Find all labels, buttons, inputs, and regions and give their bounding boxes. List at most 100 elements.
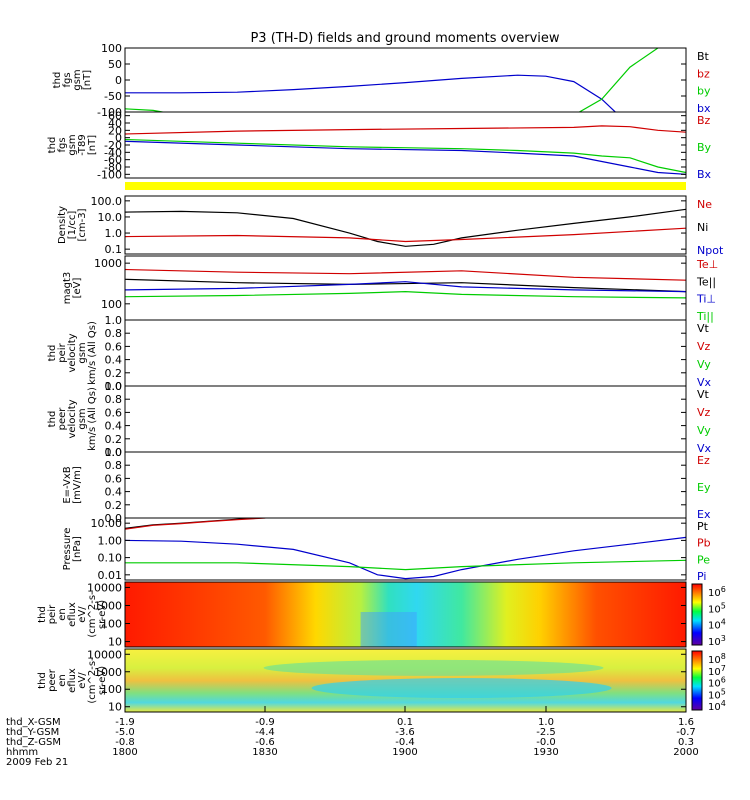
- y-axis-label: velocity: [67, 333, 78, 372]
- x-tick-label: 0.1: [397, 717, 413, 728]
- y-axis-label: peir: [47, 604, 58, 624]
- y-tick-label: 0.0: [105, 446, 123, 459]
- y-tick-label: -100: [97, 106, 122, 119]
- y-tick-label: 10: [108, 701, 122, 714]
- status-bar: [125, 182, 686, 190]
- legend-Pe: Pe: [697, 553, 710, 566]
- colorbar-tick: 103: [708, 634, 726, 648]
- y-tick-label: 50: [108, 58, 122, 71]
- y-tick-label: 0.6: [105, 472, 123, 485]
- x-tick-label: -0.4: [395, 737, 415, 748]
- y-tick-label: 0.0: [105, 380, 123, 393]
- colorbar-tick: 104: [708, 699, 726, 713]
- legend-by: by: [697, 85, 711, 98]
- series-Te-panel-4: [125, 268, 686, 281]
- legend-Ti: Ti⊥: [696, 293, 716, 306]
- y-axis-label: eflux: [67, 602, 78, 627]
- series-by-panel-1: [125, 48, 659, 112]
- x-tick-label: -0.6: [255, 737, 275, 748]
- y-axis-label: km/s (All Qs): [87, 387, 98, 451]
- y-tick-label: 1000: [94, 599, 122, 612]
- panel-frame: [124, 319, 687, 387]
- legend-Bz: Bz: [697, 114, 711, 127]
- y-tick-label: 100: [101, 42, 122, 55]
- colorbar-tick: 106: [708, 585, 726, 599]
- x-tick-label: -3.6: [395, 727, 415, 738]
- panel-frame: [124, 581, 687, 648]
- legend-By: By: [697, 141, 712, 154]
- panel-8: 10.00 1.00 0.10 0.01 Pressure [nPa] Pt Pb Pe Pi: [62, 517, 711, 583]
- y-axis-label: [nPa]: [72, 536, 83, 562]
- y-axis-label: eV/: [77, 606, 88, 623]
- y-tick-label: 0.1: [105, 243, 123, 256]
- ion-spectrogram-core: [360, 612, 417, 647]
- panel-10: 10000 1000 100 10 thd peer en eflux eV/(cm^2-s-s…: [37, 648, 726, 713]
- y-tick-label: 10000: [87, 648, 122, 661]
- y-tick-label: 1.0: [105, 446, 123, 459]
- y-tick-label: -40: [104, 146, 122, 159]
- y-axis-label: -T89: [77, 134, 88, 156]
- x-tick-label: 1.6: [678, 717, 694, 728]
- y-tick-label: -100: [97, 168, 122, 181]
- colorbar-tick: 104: [708, 618, 726, 632]
- y-tick-label: 0.01: [98, 569, 123, 582]
- x-tick-label: 1830: [252, 747, 277, 758]
- y-axis-label: peer: [57, 407, 68, 431]
- y-axis-label: Density: [57, 206, 68, 244]
- x-tick-label: -5.0: [115, 727, 135, 738]
- y-tick-label: 0.2: [105, 433, 123, 446]
- y-axis-label: gsm: [72, 69, 83, 90]
- legend-Pb: Pb: [697, 537, 711, 550]
- y-tick-label: -50: [104, 90, 122, 103]
- y-axis-label: eV/: [77, 672, 88, 689]
- y-tick-label: 100: [101, 298, 122, 311]
- series-Bz-panel-2: [125, 125, 686, 135]
- y-tick-label: 100: [101, 683, 122, 696]
- series-Ne-panel-3: [125, 227, 686, 243]
- series-Te-panel-4: [125, 278, 686, 293]
- plot-title: P3 (TH-D) fields and ground moments over…: [250, 31, 559, 46]
- series-Ni-panel-3: [125, 208, 686, 247]
- legend-Npot: Npot: [697, 244, 724, 257]
- y-axis-label: thd: [52, 72, 63, 89]
- y-axis-label: [nT]: [87, 135, 98, 155]
- x-axis-row-label: thd_Z-GSM: [6, 737, 61, 748]
- y-axis-label: [1/cc]: [67, 211, 78, 240]
- y-tick-label: 20: [108, 124, 122, 137]
- y-tick-label: 0.2: [105, 367, 123, 380]
- legend-Vx: Vx: [697, 442, 712, 455]
- y-tick-label: 0.8: [105, 327, 123, 340]
- y-axis-label: peer: [47, 668, 58, 692]
- y-tick-label: 0.4: [105, 354, 123, 367]
- legend-Ex: Ex: [697, 508, 711, 521]
- series-Pi-panel-8: [125, 536, 686, 580]
- series-Ti-panel-4: [125, 290, 686, 299]
- y-tick-label: 40: [108, 117, 122, 130]
- y-axis-label: sr-eV): [97, 666, 108, 695]
- series-By-panel-2: [125, 138, 686, 174]
- legend-Ey: Ey: [697, 481, 711, 494]
- y-tick-label: 0.6: [105, 340, 123, 353]
- y-axis-label: thd: [47, 411, 58, 428]
- y-tick-label: 10000: [87, 581, 122, 594]
- x-tick-label: -2.5: [536, 727, 556, 738]
- y-axis-label: Pressure: [62, 528, 73, 571]
- y-tick-label: 0.8: [105, 459, 123, 472]
- legend-Vt: Vt: [697, 322, 710, 335]
- y-tick-label: -20: [104, 139, 122, 152]
- y-tick-label: 10.0: [98, 211, 123, 224]
- x-axis-row-label: thd_Y-GSM: [6, 727, 59, 738]
- legend-Bx: Bx: [697, 168, 712, 181]
- y-axis-label: gsm: [77, 342, 88, 363]
- y-tick-label: 60: [108, 110, 122, 123]
- panel-frame: [124, 517, 687, 581]
- colorbar: [691, 650, 703, 711]
- colorbar-tick: 105: [708, 601, 726, 615]
- x-axis-row-label: thd_X-GSM: [6, 717, 61, 728]
